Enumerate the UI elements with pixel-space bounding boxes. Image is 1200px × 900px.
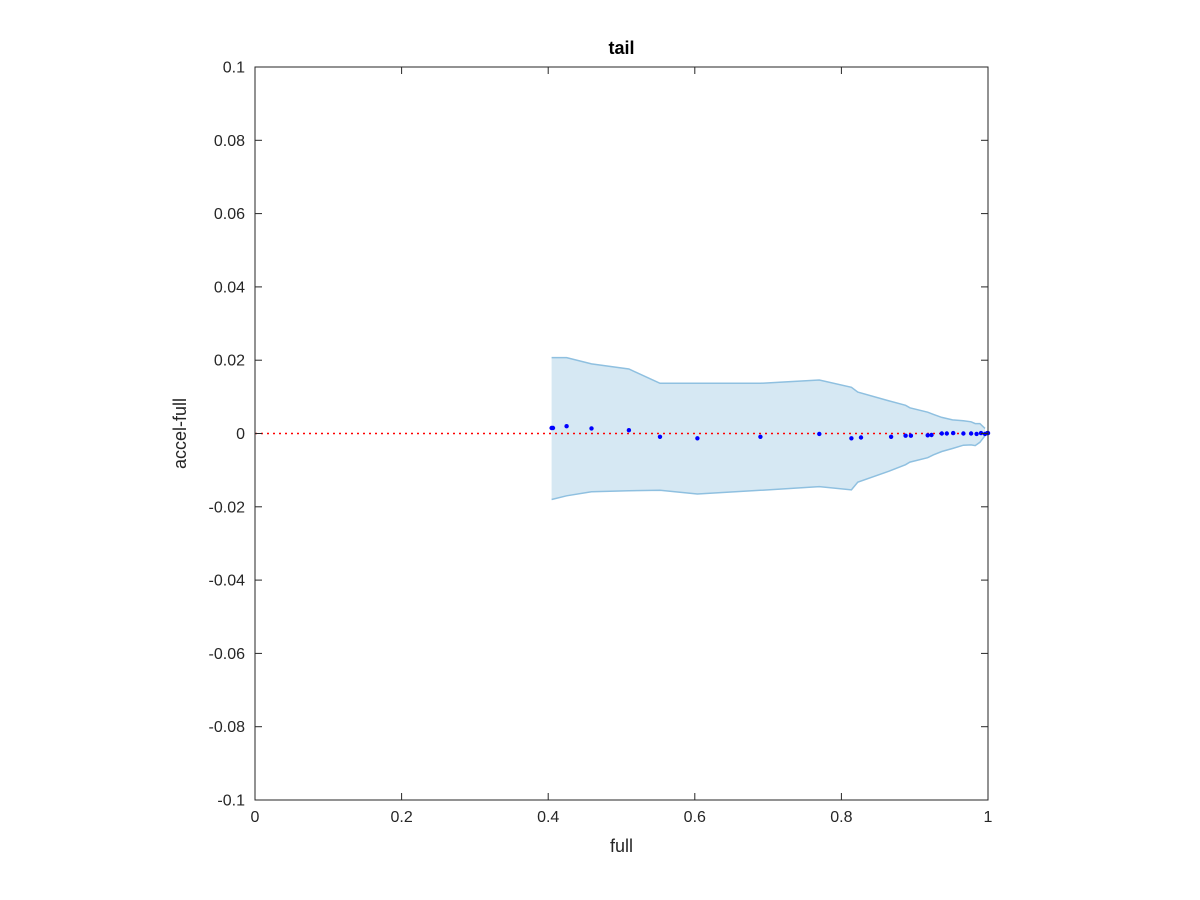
band-fill: [551, 357, 985, 500]
data-point: [888, 434, 894, 439]
x-tick-label: 0: [251, 809, 260, 826]
y-tick-label: -0.1: [217, 793, 245, 810]
y-axis-ticks: 0.1 0.08 0.06 0.04 0.02 0 -0.02 -0.04 -0.06 -0.08…: [209, 60, 988, 810]
x-tick-label: 0.2: [390, 809, 412, 826]
band-lower-edge: [551, 435, 986, 501]
data-point: [626, 428, 632, 433]
data-point: [849, 436, 854, 441]
data-point: [908, 433, 914, 438]
y-tick-label: -0.06: [209, 646, 246, 663]
data-point: [939, 431, 944, 436]
data-point: [925, 433, 930, 438]
data-point: [903, 433, 908, 438]
data-point: [968, 431, 974, 436]
data-point: [817, 431, 822, 437]
data-point: [550, 425, 556, 431]
data-point: [944, 431, 949, 436]
y-tick-label: 0.08: [214, 133, 245, 150]
data-point: [974, 431, 979, 437]
chart-title: tail: [608, 38, 634, 58]
x-axis-ticks: 0 0.2 0.4 0.6 0.8 1: [251, 67, 993, 826]
y-tick-label: 0: [236, 426, 245, 443]
confidence-band: [551, 356, 986, 501]
y-tick-label: -0.08: [209, 719, 246, 736]
x-axis-label: full: [610, 836, 633, 856]
x-tick-label: 0.4: [537, 809, 559, 826]
data-point: [564, 424, 569, 429]
x-tick-label: 1: [984, 809, 993, 826]
data-point: [758, 434, 763, 439]
data-point: [589, 426, 594, 431]
y-tick-label: 0.06: [214, 206, 245, 223]
data-point: [695, 436, 700, 441]
data-point: [657, 434, 663, 439]
y-tick-label: 0.04: [214, 279, 245, 296]
data-point: [929, 432, 934, 438]
y-tick-label: -0.02: [209, 499, 246, 516]
data-point: [961, 431, 966, 436]
data-point: [858, 435, 864, 440]
x-tick-label: 0.8: [830, 809, 852, 826]
data-point: [951, 430, 956, 436]
y-tick-label: 0.1: [223, 60, 245, 77]
y-axis-label: accel-full: [170, 398, 190, 469]
x-tick-label: 0.6: [684, 809, 706, 826]
y-tick-label: -0.04: [209, 573, 246, 590]
band-upper-edge: [551, 356, 986, 429]
y-tick-label: 0.02: [214, 353, 245, 370]
